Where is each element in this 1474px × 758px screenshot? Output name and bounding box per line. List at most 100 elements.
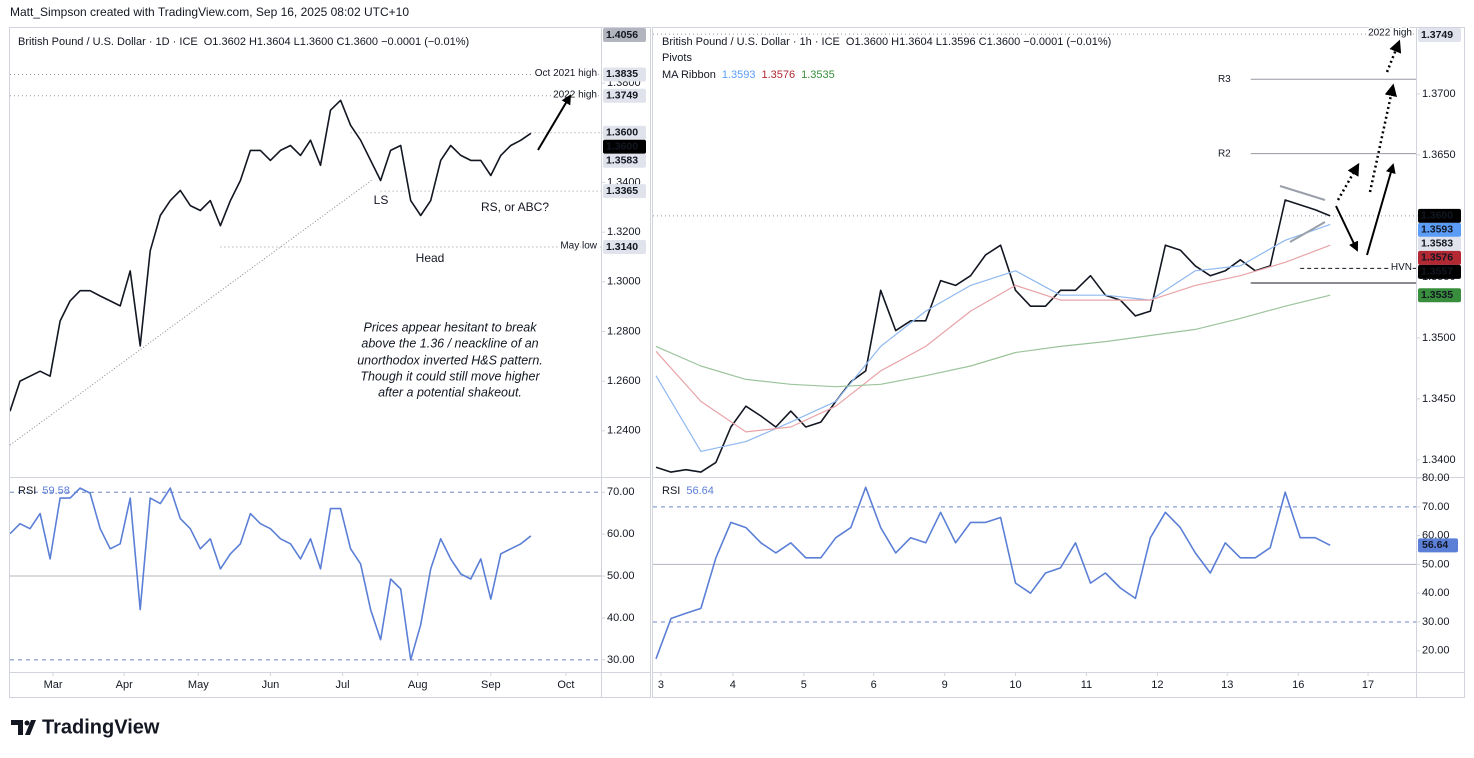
rsi-legend: RSI 59.58 [18,485,70,497]
x-tick-label: Mar [44,679,63,691]
price-label: 1.3140 [606,241,638,253]
logo-text: TradingView [42,716,160,738]
level-label: 2022 high [553,89,597,100]
price-label-box [1418,236,1461,251]
pane [653,486,1416,660]
logo-icon [11,720,36,735]
series-line [655,223,1331,452]
rsi-legend: RSI 56.64 [662,485,714,497]
note-line: unorthodox inverted H&S pattern. [357,353,543,367]
price-label-box [603,240,646,255]
ribbon-legend: MA Ribbon 1.3593 1.3576 1.3535 [662,69,835,81]
x-tick-label: Apr [116,679,133,691]
plots: 1.2400 1.2600 1.2800 1.3000 1.3200 1.3400 1.36… [10,26,1461,691]
y-tick-label: 30.00 [1422,616,1450,628]
price-label: 1.3365 [606,185,638,197]
price-label: 1.3583 [1421,238,1453,250]
y-tick-label: 1.3400 [1422,454,1456,466]
price-label-box [603,153,646,168]
rsi-value: 56.64 [686,485,714,497]
x-tick-label: Jun [262,679,280,691]
arrow [1366,163,1396,256]
rsi-last-box [1418,538,1458,553]
price-label: 1.3557 [1421,266,1453,278]
price-label-box [1418,250,1461,265]
arrow-dotted [1385,39,1402,73]
ohlc: O1.3602 H1.3604 L1.3600 C1.3600 −0.0001 … [204,36,469,48]
x-tick-label: 9 [942,679,948,691]
symbol: British Pound / U.S. Dollar · 1D · ICE [18,36,198,48]
pane [10,73,601,412]
price-label-box [603,125,646,140]
header: Matt_Simpson created with TradingView.co… [10,5,409,19]
x-tick-label: Jul [336,679,350,691]
price-label: 1.3600 [1421,210,1453,222]
y-tick-label: 60.00 [607,528,635,540]
x-tick-label: 17 [1362,679,1374,691]
series-line [655,199,1331,473]
price-label: 1.3583 [606,155,638,167]
left-frame [9,27,651,698]
level-label: R3 [1218,74,1231,85]
arrow [1335,205,1359,252]
y-tick-label: 1.2600 [607,375,641,387]
y-tick-label: 30.00 [607,654,635,666]
rsi-value: 59.58 [42,485,70,497]
series-line [655,294,1331,388]
x-tick-label: 4 [730,679,736,691]
wedge-line [1289,221,1326,243]
level-label: R2 [1218,148,1231,159]
legend: British Pound / U.S. Dollar · 1h · ICE O1… [662,36,1111,48]
note-line: after a potential shakeout. [378,385,522,399]
pane [653,33,1416,473]
arrow [537,94,572,151]
note: Prices appear hesitant to break above th… [357,320,543,399]
rsi-last-label: 56.64 [1422,539,1448,551]
y-tick-label: 1.2400 [607,425,641,437]
price-label-box [603,88,646,103]
annotation: LS [374,193,389,207]
x-tick-label: 11 [1081,679,1092,691]
arrow-dotted [1336,162,1360,201]
price-label: 1.3535 [1421,289,1453,301]
price-label-box [1418,28,1461,42]
x-tick-label: 10 [1009,679,1021,691]
price-label: 1.3835 [606,68,638,80]
price-label-box [603,139,646,154]
x-tick-label: 6 [871,679,877,691]
logo: TradingView [11,716,160,738]
y-tick-label: 70.00 [1422,501,1450,513]
level-label: Oct 2021 high [535,68,597,79]
y-tick-label: 1.3000 [607,276,641,288]
note-line: above the 1.36 / neackline of an [361,336,538,350]
series-line [655,244,1331,433]
annotation: Head [416,251,445,265]
price-label: 1.3600 [606,127,638,139]
price-label: 1.3749 [606,90,638,102]
level-label: 2022 high [1368,28,1412,39]
price-label-box [603,67,646,82]
x-tick-label: 3 [658,679,664,691]
x-tick-label: Aug [408,679,428,691]
x-tick-label: 5 [801,679,807,691]
note-line: Though it could still move higher [360,369,540,383]
ribbon-value: 1.3576 [761,69,795,81]
y-tick-label: 50.00 [607,570,635,582]
y-tick-label: 80.00 [1422,472,1450,484]
price-label: 1.4056 [606,29,638,41]
y-tick-label: 1.2800 [607,325,641,337]
annotation: RS, or ABC? [481,200,549,214]
series-line [10,487,532,661]
x-tick-label: Sep [481,679,501,691]
y-tick-label: 1.3450 [1422,393,1456,405]
series-line [10,99,532,412]
price-label-box [1418,222,1461,237]
ribbon-name: MA Ribbon [662,69,716,81]
price-label: 1.3600 [606,141,638,153]
x-tick-label: 12 [1151,679,1163,691]
right-frame [652,27,1465,698]
y-tick-label: 1.3200 [607,226,641,238]
y-tick-label: 40.00 [607,612,635,624]
rsi-name: RSI [662,485,680,497]
